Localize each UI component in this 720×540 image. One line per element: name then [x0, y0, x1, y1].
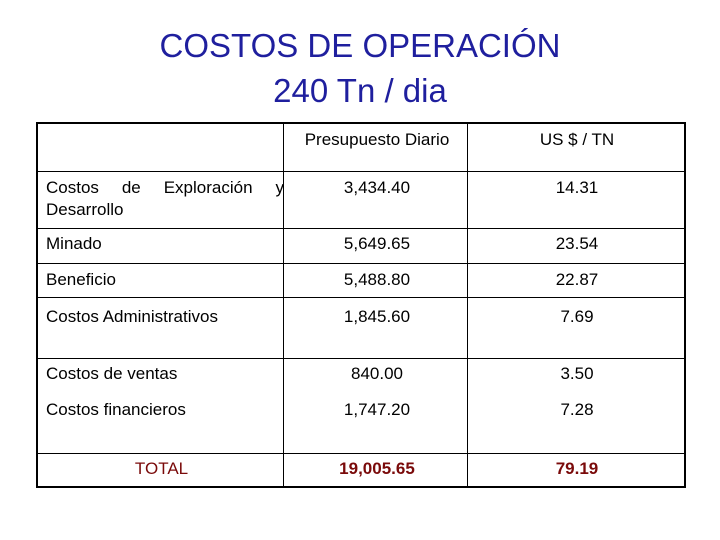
row-divider-3: [38, 263, 684, 264]
table-row-us-tn: 7.69: [560, 307, 594, 326]
header-us-tn: US $ / TN: [539, 130, 615, 149]
title-line-1: COSTOS DE OPERACIÓN: [159, 27, 561, 64]
table-row-label: Costos de ventas: [46, 364, 178, 383]
total-presupuesto: 19,005.65: [339, 459, 415, 478]
table-row-us-tn: 14.31: [555, 178, 599, 197]
table-row-presupuesto: 5,649.65: [343, 234, 411, 253]
header-presupuesto: Presupuesto Diario: [304, 130, 450, 149]
total-us-tn: 79.19: [555, 459, 599, 478]
cost-table: Presupuesto Diario US $ / TN Costos de E…: [36, 122, 686, 488]
table-row-label: Minado: [46, 234, 102, 253]
table-row-us-tn: 3.50: [560, 364, 594, 383]
row-divider-4: [38, 297, 684, 298]
table-row-label: Costos Administrativos: [46, 307, 218, 326]
row-divider-2: [38, 228, 684, 229]
row-divider-6: [38, 453, 684, 454]
row-divider-1: [38, 171, 684, 172]
table-row-label: Costos de Exploración y Desarrollo: [46, 178, 284, 219]
table-row-label: Costos financieros: [46, 400, 186, 419]
table-row-presupuesto: 5,488.80: [343, 270, 411, 289]
column-divider-2: [467, 124, 468, 486]
title-line-2: 240 Tn / dia: [273, 72, 447, 109]
table-row-us-tn: 23.54: [555, 234, 599, 253]
table-row-us-tn: 22.87: [555, 270, 599, 289]
table-row-presupuesto: 3,434.40: [343, 178, 411, 197]
table-row-presupuesto: 1,845.60: [343, 307, 411, 326]
column-divider-1: [283, 124, 284, 486]
total-label: TOTAL: [134, 459, 189, 478]
table-row-presupuesto: 1,747.20: [343, 400, 411, 419]
table-row-label: Beneficio: [46, 270, 116, 289]
table-row-us-tn: 7.28: [560, 400, 594, 419]
table-row-presupuesto: 840.00: [351, 364, 403, 383]
row-divider-5: [38, 358, 684, 359]
